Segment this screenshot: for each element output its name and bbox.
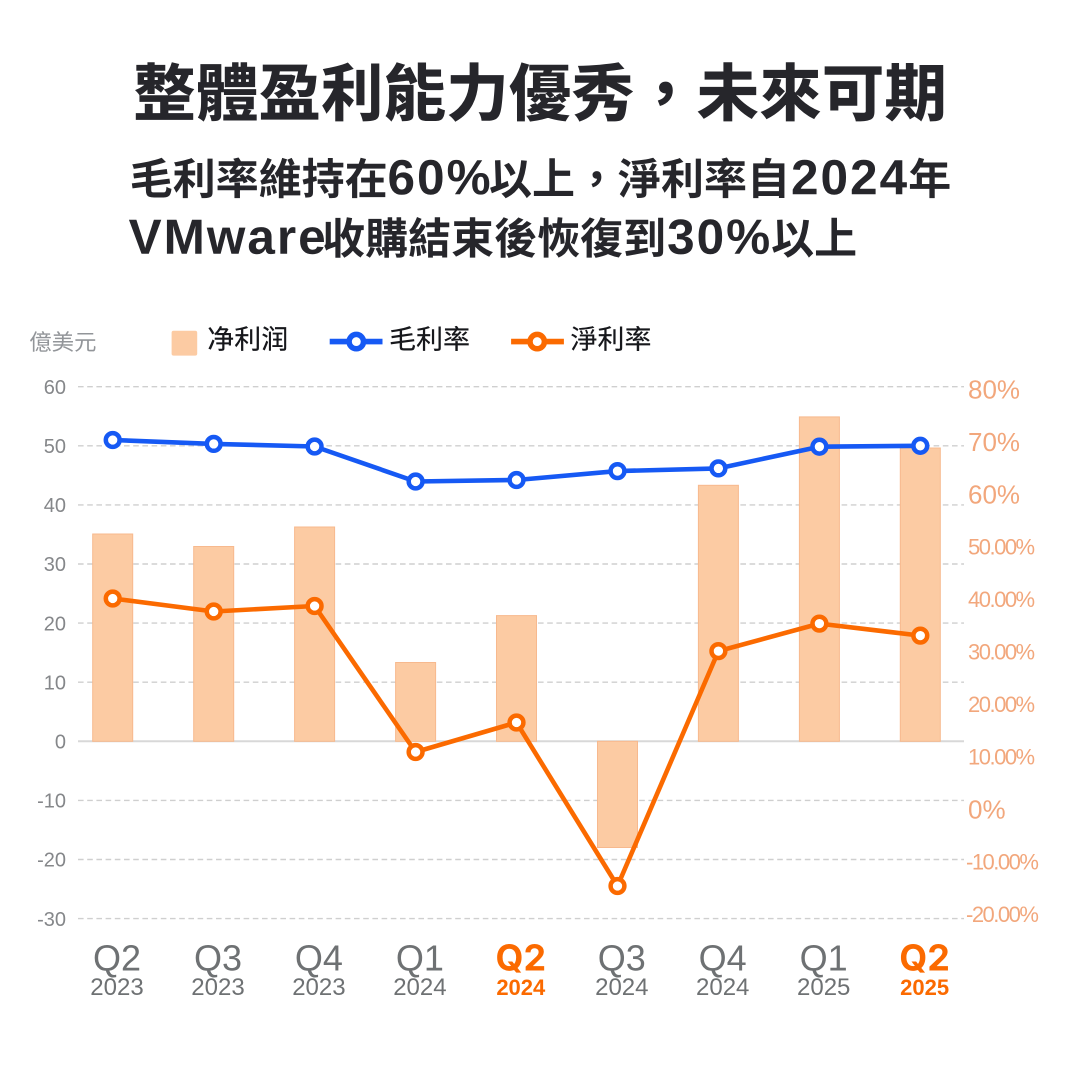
svg-text:Q3: Q3: [194, 938, 242, 979]
svg-text:20: 20: [44, 613, 66, 635]
svg-text:10: 10: [44, 672, 66, 694]
svg-text:-10.00%: -10.00%: [966, 849, 1038, 874]
svg-text:-20.00%: -20.00%: [966, 902, 1038, 927]
svg-text:-10: -10: [37, 791, 66, 813]
svg-text:2024: 2024: [496, 975, 546, 1000]
svg-text:60: 60: [44, 377, 66, 399]
svg-text:Q4: Q4: [699, 938, 747, 979]
svg-text:20.00%: 20.00%: [968, 692, 1035, 717]
svg-text:40: 40: [44, 495, 66, 517]
svg-text:0%: 0%: [968, 794, 1006, 824]
svg-text:80%: 80%: [968, 375, 1020, 405]
svg-text:30.00%: 30.00%: [968, 640, 1035, 665]
svg-text:2023: 2023: [191, 974, 244, 1001]
svg-text:2025: 2025: [900, 975, 949, 1000]
svg-text:Q3: Q3: [598, 938, 646, 979]
svg-text:Q4: Q4: [295, 938, 343, 979]
svg-text:Q1: Q1: [800, 938, 848, 979]
svg-text:50: 50: [44, 436, 66, 458]
svg-text:Q2: Q2: [93, 938, 141, 979]
svg-text:10.00%: 10.00%: [968, 745, 1035, 770]
svg-text:50.00%: 50.00%: [968, 535, 1035, 560]
svg-text:-20: -20: [37, 850, 66, 872]
svg-text:-30: -30: [37, 909, 66, 931]
svg-text:2024: 2024: [393, 974, 446, 1001]
svg-text:2024: 2024: [696, 974, 749, 1001]
svg-text:2025: 2025: [797, 974, 850, 1001]
svg-text:0: 0: [55, 732, 66, 754]
svg-text:60%: 60%: [968, 480, 1020, 510]
svg-text:40.00%: 40.00%: [968, 587, 1035, 612]
svg-text:70%: 70%: [968, 427, 1020, 457]
svg-text:2023: 2023: [90, 974, 143, 1001]
svg-text:30: 30: [44, 554, 66, 576]
svg-text:Q1: Q1: [396, 938, 444, 979]
svg-text:2024: 2024: [595, 974, 648, 1001]
svg-text:2023: 2023: [292, 974, 345, 1001]
